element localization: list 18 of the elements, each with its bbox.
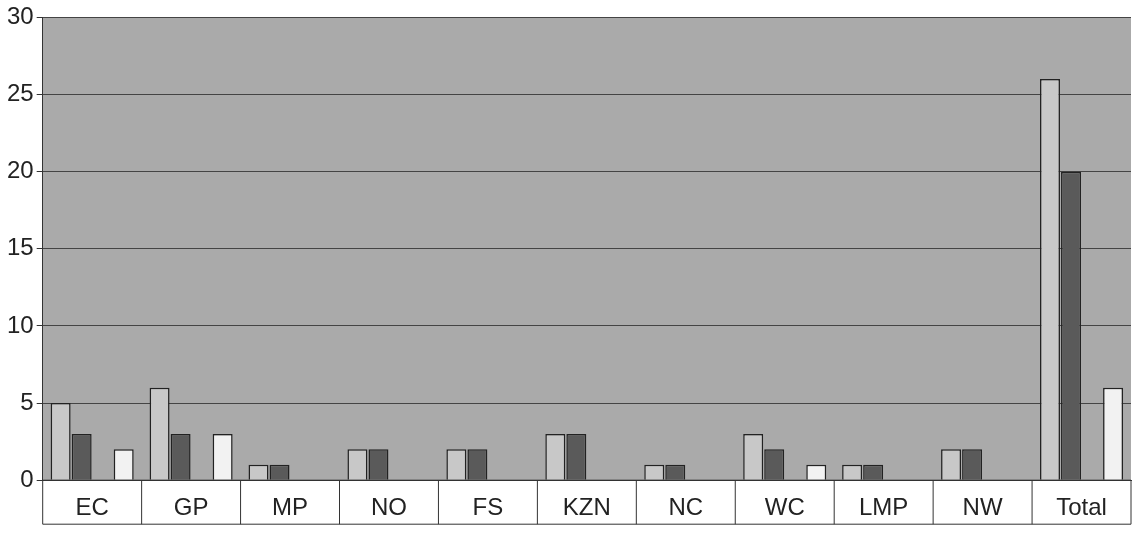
x-tick-label: WC bbox=[764, 493, 805, 521]
y-tick-label: 20 bbox=[6, 156, 34, 184]
y-tick-label: 25 bbox=[6, 79, 34, 107]
x-tick-label: LMP bbox=[858, 493, 909, 521]
x-tick-label: NO bbox=[370, 493, 407, 521]
y-tick-label: 5 bbox=[20, 387, 34, 415]
x-tick-label: MP bbox=[272, 493, 309, 521]
x-tick-label: NC bbox=[668, 493, 704, 521]
x-tick-label: GP bbox=[173, 493, 209, 521]
y-tick-label: 15 bbox=[6, 233, 34, 261]
x-tick-label: FS bbox=[472, 493, 504, 521]
x-tick-label: NW bbox=[962, 493, 1003, 521]
y-tick-label: 10 bbox=[6, 310, 34, 338]
x-tick-label: KZN bbox=[562, 493, 611, 521]
x-tick-label: EC bbox=[75, 493, 109, 521]
y-tick-label: 30 bbox=[6, 2, 34, 30]
y-tick-label: 0 bbox=[20, 464, 34, 492]
x-tick-label: Total bbox=[1056, 493, 1107, 521]
